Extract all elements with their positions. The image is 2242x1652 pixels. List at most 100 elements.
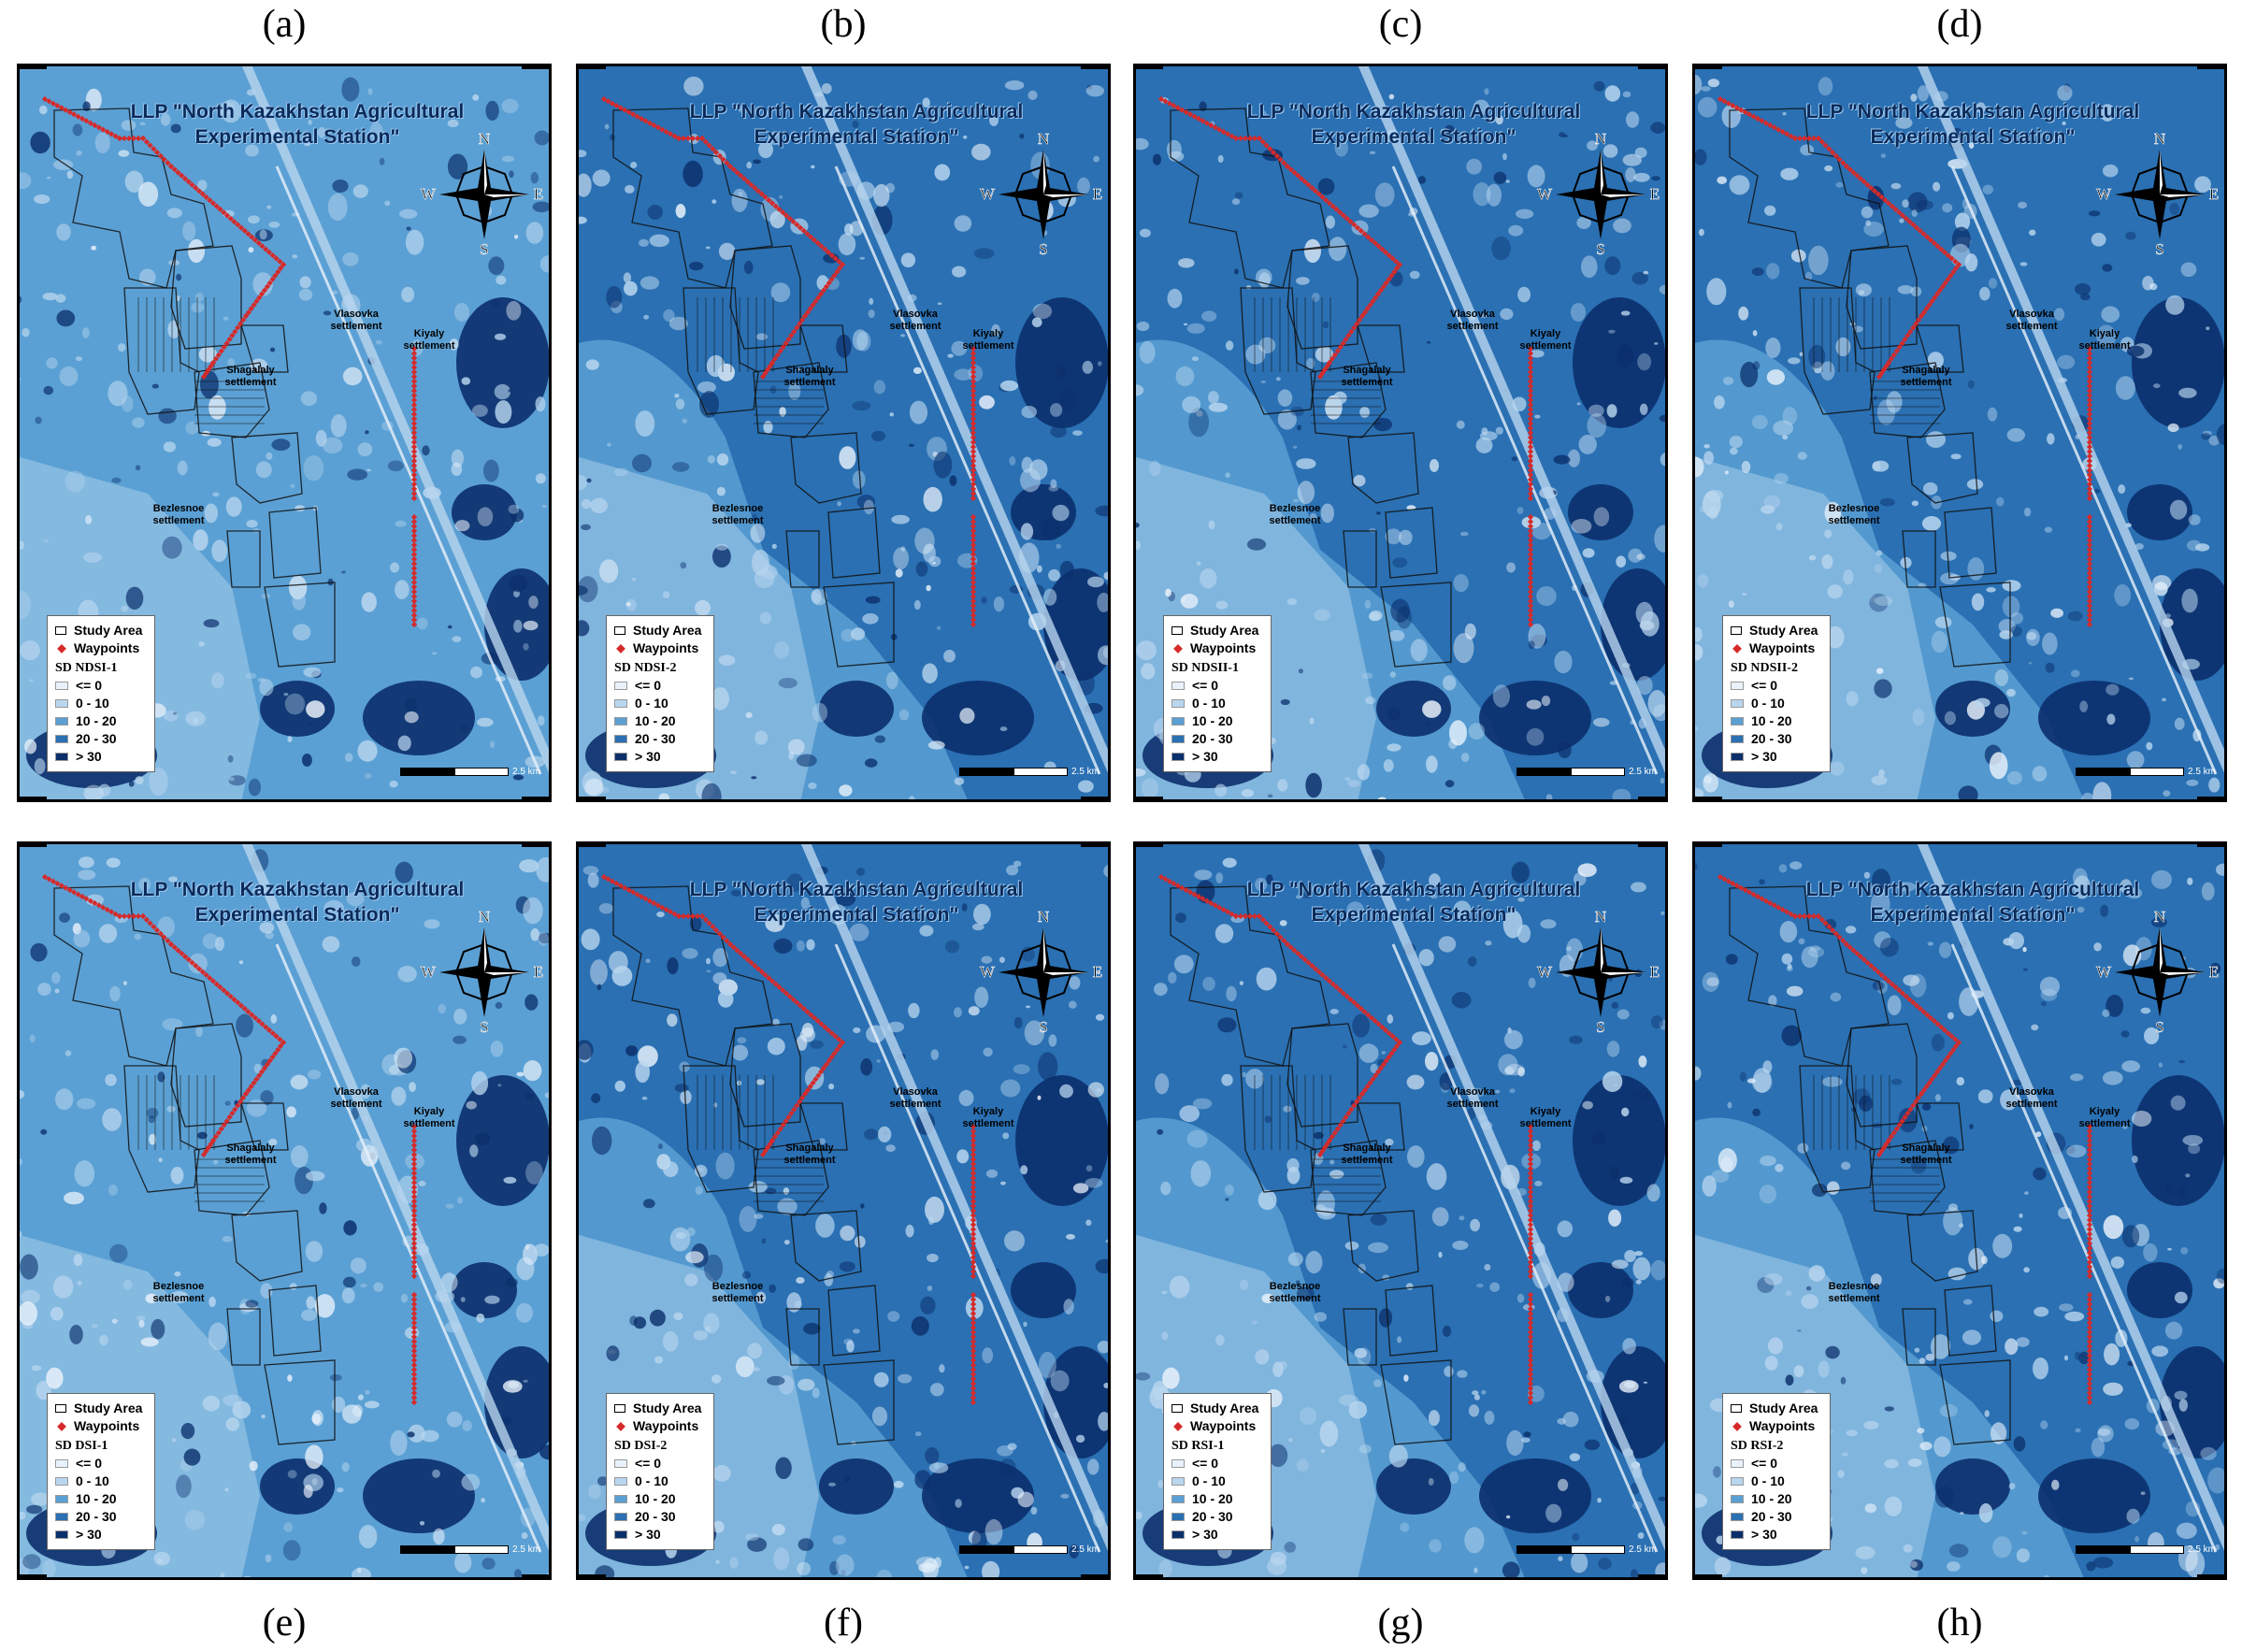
legend-class: <= 0 [1731,1455,1822,1472]
legend-label: Study Area [1190,1401,1259,1415]
raster-speckle [770,282,791,303]
raster-speckle [1727,1101,1732,1109]
raster-speckle [1876,668,1884,674]
raster-speckle [184,1509,206,1530]
raster-speckle [389,780,398,788]
raster-speckle [322,437,343,454]
compass-label-w: W [421,963,437,981]
raster-speckle [1418,949,1434,967]
waypoint-marker [223,1118,230,1125]
raster-speckle [1086,1458,1099,1475]
raster-speckle [66,170,74,180]
raster-speckle [838,233,856,256]
legend-swatch [1171,682,1185,690]
raster-speckle [2100,904,2109,917]
raster-speckle [1918,582,1927,588]
raster-speckle [954,777,965,785]
legend-label: <= 0 [76,1456,103,1471]
raster-speckle [707,455,715,464]
raster-speckle [1511,456,1517,462]
raster-speckle [1028,90,1038,100]
raster-speckle [1976,102,1986,113]
legend-class: 10 - 20 [614,1490,706,1508]
raster-speckle [1911,500,1919,507]
raster-speckle [501,155,515,163]
legend-swatch [614,735,627,743]
raster-speckle [2188,1143,2201,1155]
raster-speckle [514,1569,522,1579]
raster-speckle [121,605,128,612]
raster-speckle [211,539,228,563]
raster-speckle [625,602,631,607]
scale-label: 2.5 km [512,767,541,777]
raster-speckle [509,575,528,593]
raster-speckle [2002,580,2021,592]
raster-speckle [747,1343,763,1359]
raster-speckle [1701,86,1711,92]
raster-speckle [2016,1548,2030,1563]
raster-speckle [73,929,91,948]
raster-speckle [1768,995,1777,1007]
raster-speckle [1503,1067,1515,1075]
waypoint-marker [1779,128,1786,136]
raster-speckle [1922,481,1938,496]
raster-speckle [202,933,219,950]
raster-speckle [2182,1135,2204,1146]
raster-speckle [2002,596,2020,618]
raster-speckle [1287,1438,1293,1443]
raster-speckle [1013,860,1022,868]
raster-speckle [1500,308,1514,321]
raster-speckle [1992,1233,2013,1258]
raster-speckle [1738,306,1749,321]
raster-speckle [730,889,741,897]
raster-speckle [2006,770,2022,785]
settlement-name: Shagalaly [785,365,834,376]
waypoint-marker [410,392,418,399]
waypoint-marker [266,1027,273,1034]
legend-class: 0 - 10 [55,1472,147,1490]
raster-speckle [1225,1198,1229,1201]
waypoint-marker [1351,999,1358,1006]
raster-speckle [1706,977,1719,987]
raster-speckle [2075,1428,2081,1433]
raster-speckle [137,1315,146,1321]
raster-speckle [1319,1420,1339,1447]
raster-speckle [128,781,135,787]
legend-waypoints: ◆ Waypoints [1731,1417,1822,1435]
raster-speckle [2120,1030,2130,1038]
raster-speckle [1835,181,1844,188]
raster-speckle [1739,1071,1746,1082]
raster-speckle [1529,350,1545,358]
waypoint-marker [195,188,203,194]
raster-speckle [397,966,417,983]
raster-speckle [1293,445,1298,449]
raster-speckle [1406,1074,1425,1090]
raster-speckle [495,400,512,424]
waypoint-marker [410,551,418,558]
waypoint-marker [277,1042,284,1050]
raster-speckle [1313,1131,1324,1140]
map-panel: N E S W LLP "North Kazakhstan Agricultural E… [1133,64,1668,802]
raster-speckle [1006,865,1019,876]
raster-speckle [1707,79,1720,88]
raster-speckle [2180,262,2197,278]
legend-class: 10 - 20 [1731,712,1822,730]
raster-speckle [604,123,610,130]
waypoint-marker [1939,283,1947,290]
raster-speckle [796,1035,808,1051]
raster-speckle [1812,1183,1828,1198]
raster-speckle [625,184,635,194]
study-area-boundary [790,432,862,504]
raster-speckle [2114,583,2132,607]
raster-speckle [1234,192,1243,199]
legend-class: 20 - 30 [614,1508,706,1526]
raster-speckle [585,359,599,370]
waypoint-marker [810,302,816,309]
legend-label: Study Area [633,1401,702,1415]
waypoint-marker [410,378,418,385]
waypoint-marker [1847,944,1853,951]
raster-speckle [2029,229,2036,236]
waypoint-marker [1771,902,1777,909]
raster-speckle [738,106,750,114]
